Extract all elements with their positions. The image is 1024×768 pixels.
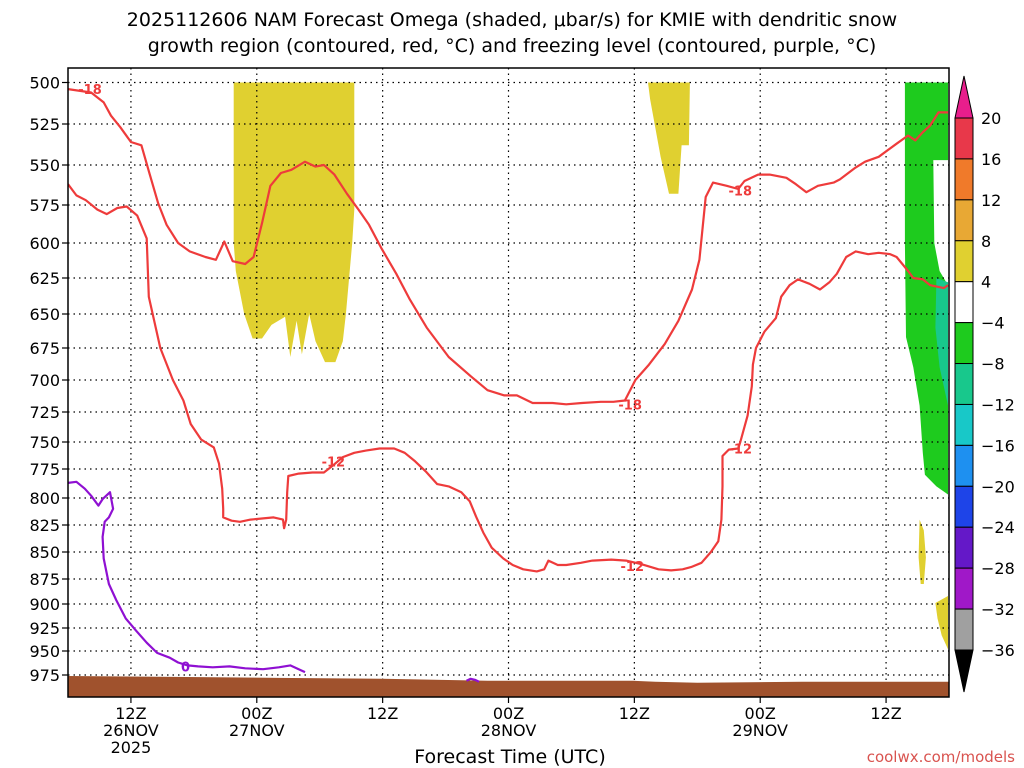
colorbar-label: 16 [981,150,1001,169]
colorbar-swatch [954,567,974,610]
colorbar-label: 20 [981,109,1001,128]
colorbar-label: −4 [981,314,1005,333]
y-tick-label: 700 [29,371,60,390]
y-tick-label: 925 [29,619,60,638]
dgz-contour-label: -12 [322,455,346,470]
x-tick-label: 12Z [870,704,901,723]
colorbar-swatch [954,158,974,201]
y-tick-label: 850 [29,543,60,562]
x-tick-date: 26NOV [103,721,159,740]
colorbar-label: −36 [981,641,1015,660]
colorbar-swatch [954,608,974,651]
freezing-contour-1 [466,677,480,683]
x-tick-year: 2025 [111,738,152,757]
y-tick-label: 675 [29,339,60,358]
dgz-contour-label: -18 [618,398,642,413]
terrain-fill [68,676,949,697]
y-tick-label: 800 [29,489,60,508]
colorbar-swatch [954,363,974,405]
colorbar-label: 4 [981,273,991,292]
y-tick-label: 875 [29,570,60,589]
omega-region-upward-low-29nov-a [918,519,926,584]
y-tick-label: 500 [29,74,60,93]
terrain [68,676,949,697]
colorbar-label: 12 [981,191,1001,210]
colorbar-label: −24 [981,518,1015,537]
y-tick-label: 775 [29,460,60,479]
y-tick-label: 825 [29,516,60,535]
colorbar-swatch [954,485,974,528]
colorbar-label: −32 [981,600,1015,619]
x-tick-label: 00Z [493,704,524,723]
y-tick-label: 525 [29,115,60,134]
dgz-contour-1 [68,183,949,573]
colorbar-label: −28 [981,559,1015,578]
chart-title-line2: growth region (contoured, red, °C) and f… [148,35,877,57]
chart-title-line1: 2025112606 NAM Forecast Omega (shaded, μ… [127,9,897,31]
y-tick-label: 550 [29,156,60,175]
y-tick-label: 950 [29,642,60,661]
omega-region-upward-27nov [233,82,355,363]
x-tick-label: 00Z [241,704,272,723]
colorbar-label: −20 [981,477,1015,496]
omega-region-downward-29nov [904,82,948,495]
watermark: coolwx.com/models [867,748,1015,766]
dgz-contour-label: -18 [78,83,102,98]
colorbar-label: 8 [981,232,991,251]
dgz-contour-label: -12 [621,560,645,575]
x-tick-date: 28NOV [481,721,537,740]
omega-shading [233,82,948,650]
omega-region-upward-low-29nov-b [935,596,948,650]
y-axis: 500 525 550 575 600 625 650 675 700 725 750 775 800 8… [29,74,68,685]
colorbar-swatch [954,526,974,569]
dgz-contour-label: -12 [729,442,753,457]
colorbar: 20 16 12 8 4 −4 −8 −12 −16 −20 −24 −28 −32 −36 [954,75,1015,693]
freezing-contour-label: 0 [181,660,190,675]
colorbar-bottom-triangle [954,649,974,693]
colorbar-top-triangle [954,75,974,119]
colorbar-label: −8 [981,355,1005,374]
colorbar-swatch [954,117,974,160]
omega-region-downward-core-29nov [935,278,948,406]
colorbar-swatch [954,322,974,365]
x-tick-label: 12Z [619,704,650,723]
y-tick-label: 650 [29,305,60,324]
y-tick-label: 600 [29,234,60,253]
y-tick-label: 725 [29,403,60,422]
y-tick-label: 975 [29,666,60,685]
colorbar-swatch [954,281,974,324]
y-tick-label: 750 [29,433,60,452]
colorbar-label: −16 [981,436,1015,455]
x-tick-date: 27NOV [229,721,285,740]
colorbar-swatch [954,240,974,283]
x-tick-label: 00Z [745,704,776,723]
x-axis-label: Forecast Time (UTC) [414,746,605,768]
y-tick-label: 625 [29,269,60,288]
colorbar-swatch [954,444,974,487]
grid [68,68,949,697]
omega-region-upward-28nov [648,82,690,194]
y-tick-label: 575 [29,196,60,215]
x-tick-label: 12Z [367,704,398,723]
colorbar-swatch [954,403,974,446]
plot-area: -18 -18 -18 -12 -12 -12 0 [68,68,949,697]
x-tick-label: 12Z [115,704,146,723]
colorbar-label: −12 [981,395,1015,414]
freezing-contour-0 [68,480,306,674]
y-tick-label: 900 [29,595,60,614]
colorbar-swatch [954,199,974,242]
dgz-contour-0 [68,88,948,406]
contours: -18 -18 -18 -12 -12 -12 0 [68,83,949,683]
dgz-contour-label: -18 [729,185,753,200]
x-tick-date: 29NOV [732,721,788,740]
